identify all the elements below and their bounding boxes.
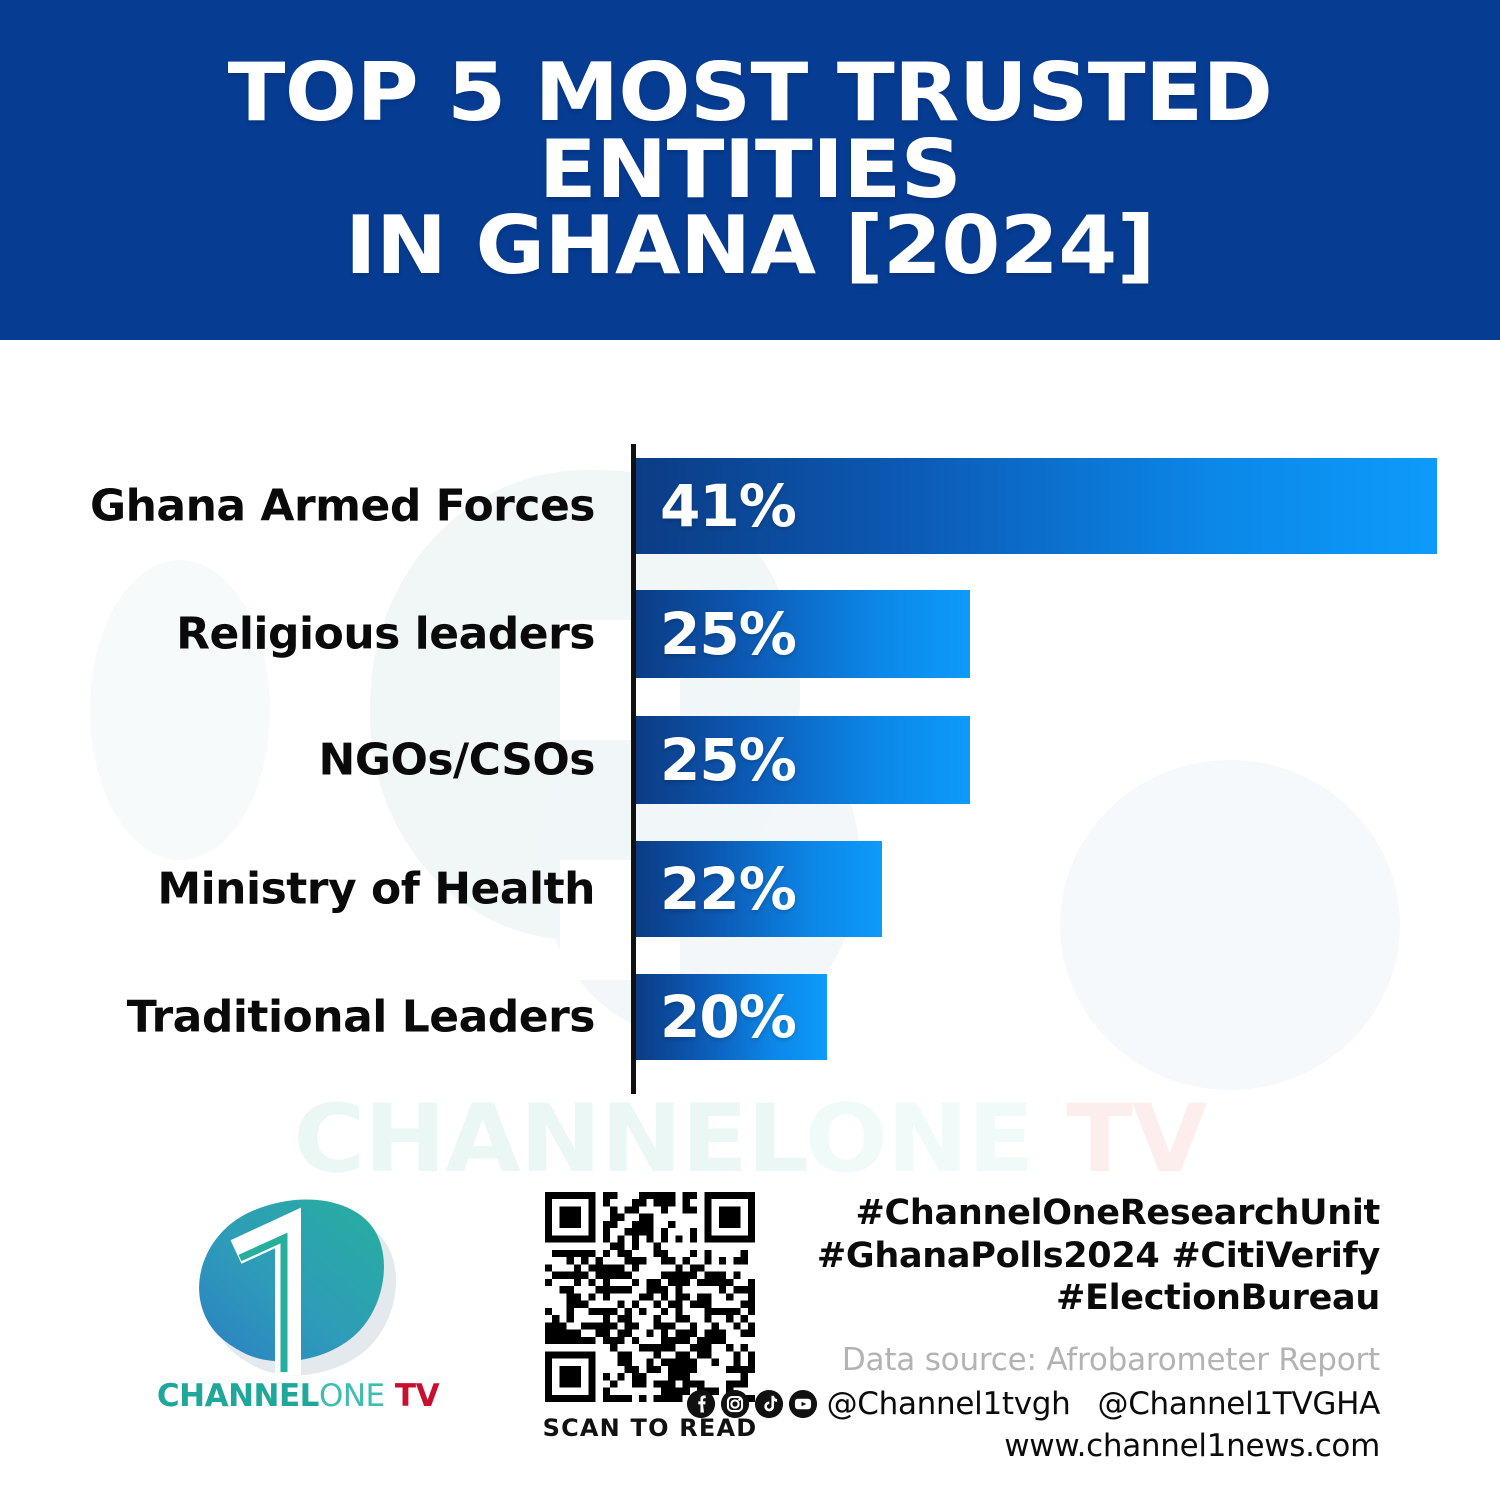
channelone-logo-mark [199,1199,396,1376]
page-title: TOP 5 MOST TRUSTED ENTITIES IN GHANA [20… [227,45,1273,293]
qr-caption: SCAN TO READ [542,1414,758,1442]
hashtags: #ChannelOneResearchUnit #GhanaPolls2024 … [816,1193,1380,1319]
chart-row-label: Religious leaders [176,608,595,660]
youtube-icon[interactable] [788,1389,818,1419]
chart-bar-value: 20% [660,983,797,1051]
chart-row: NGOs/CSOs 25% [0,716,1500,804]
chart-bar: 25% [636,590,970,678]
qr-code-image[interactable] [545,1192,755,1402]
header-banner: TOP 5 MOST TRUSTED ENTITIES IN GHANA [20… [0,0,1500,340]
data-source-label: Data source: Afrobarometer Report [841,1342,1380,1379]
tiktok-icon[interactable] [754,1389,784,1419]
chart-bar-value: 41% [660,472,797,540]
chart-row: Religious leaders 25% [0,590,1500,678]
chart-bar: 41% [636,458,1437,554]
chart-bar: 22% [636,841,882,937]
social-row: @Channel1tvgh @Channel1TVGHA [686,1386,1381,1423]
watermark-part-tv: TV [1033,1085,1207,1194]
chart-axis-line [631,444,636,1094]
watermark-part-one: ONE [804,1085,1035,1194]
channelone-logo-text: CHANNELONE TV [148,1378,448,1414]
footer: CHANNELONE TV SCAN TO READ #ChannelOneRe… [0,1180,1500,1500]
chart-row-label: Traditional Leaders [126,991,596,1043]
chart-row: Ministry of Health 22% [0,841,1500,937]
chart-bar-value: 25% [660,726,797,794]
chart-bar-value: 25% [660,600,797,668]
chart-row: Ghana Armed Forces 41% [0,458,1500,554]
chart-row-label: Ministry of Health [157,863,595,915]
chart-bar: 20% [636,974,827,1060]
channelone-logo: CHANNELONE TV [148,1190,448,1440]
footer-info-block: #ChannelOneResearchUnit #GhanaPolls2024 … [686,1192,1381,1465]
website-url[interactable]: www.channel1news.com [1004,1428,1380,1465]
facebook-icon[interactable] [686,1389,716,1419]
watermark-part-channel: CHANNEL [293,1085,805,1194]
bar-chart: Ghana Armed Forces 41% Religious leaders 25… [0,340,1500,1100]
logo-text-tv: TV [384,1378,440,1414]
social-handle-main[interactable]: @Channel1tvgh [826,1386,1071,1423]
logo-text-one: ONE [318,1378,385,1414]
social-icon-group [686,1389,818,1419]
logo-text-channel: CHANNEL [156,1378,320,1414]
social-handle-x[interactable]: @Channel1TVGHA [1097,1386,1381,1423]
qr-code-block[interactable]: SCAN TO READ [536,1192,764,1442]
chart-row-label: Ghana Armed Forces [89,480,596,532]
channelone-watermark: CHANNELONE TV [0,1085,1500,1194]
chart-row: Traditional Leaders 20% [0,974,1500,1060]
chart-bar-value: 22% [660,855,797,923]
instagram-icon[interactable] [720,1389,750,1419]
chart-row-label: NGOs/CSOs [318,734,596,786]
chart-bar: 25% [636,716,970,804]
